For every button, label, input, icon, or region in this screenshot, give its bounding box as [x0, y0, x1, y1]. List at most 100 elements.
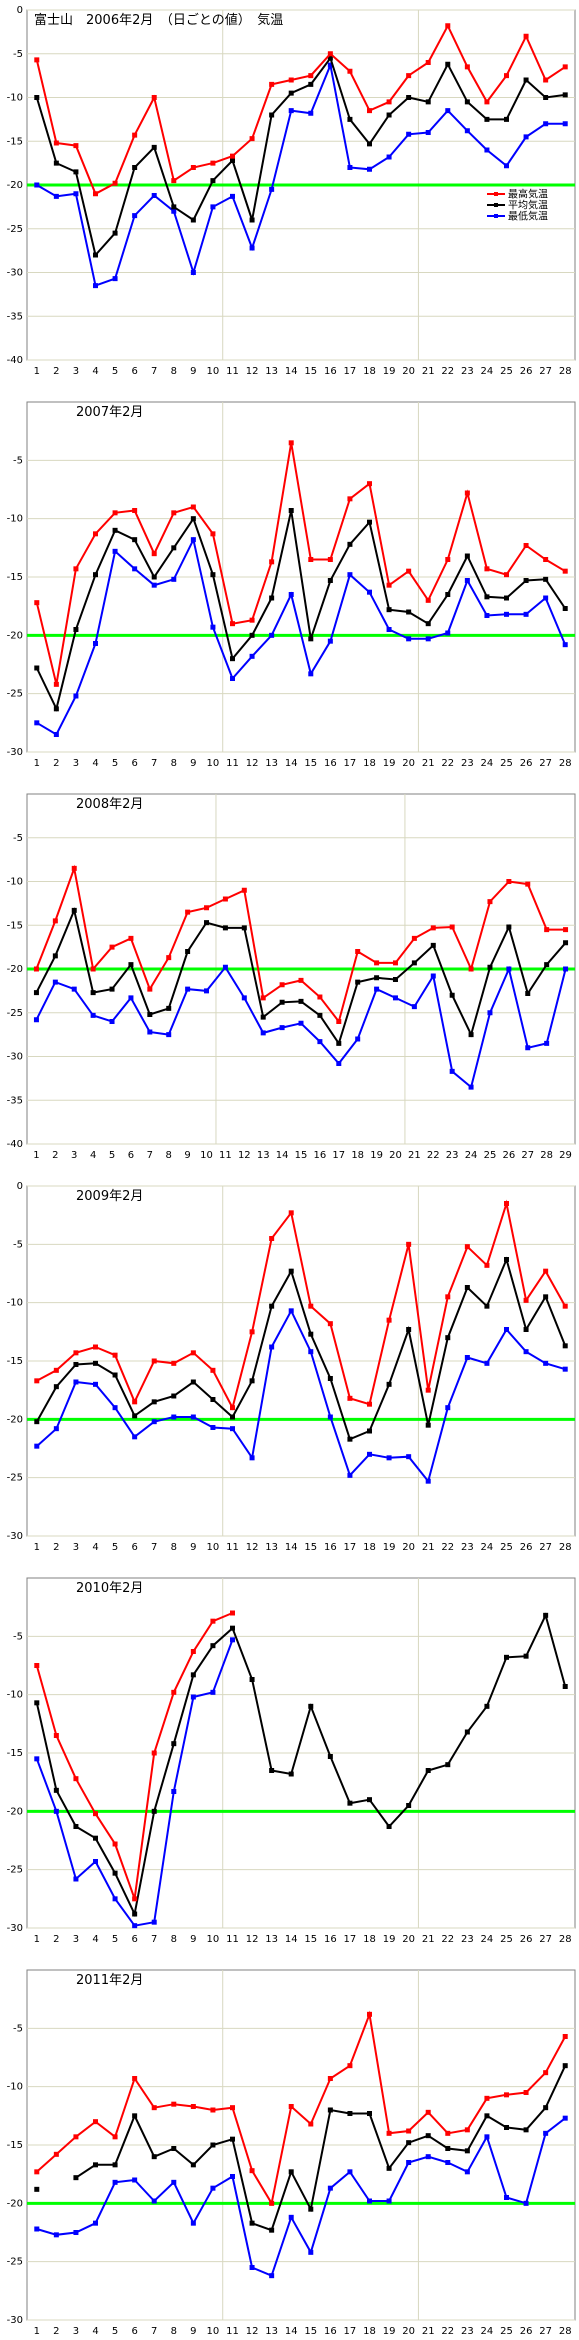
x-tick-label: 3 — [71, 1150, 77, 1161]
data-point — [562, 1343, 568, 1349]
data-point — [112, 510, 118, 516]
data-point — [190, 217, 196, 223]
data-point — [269, 1303, 275, 1309]
data-point — [53, 1733, 59, 1738]
data-point — [53, 1367, 59, 1373]
x-tick-label: 21 — [422, 2326, 435, 2337]
data-point — [230, 2136, 235, 2142]
data-point — [171, 1741, 177, 1747]
data-point — [406, 1454, 412, 1460]
x-tick-label: 28 — [559, 758, 572, 769]
data-point — [52, 953, 58, 959]
data-point — [406, 2160, 412, 2165]
x-tick-label: 3 — [73, 1934, 79, 1945]
series-min — [34, 536, 568, 737]
data-point — [392, 995, 398, 1001]
y-tick-label: -25 — [7, 224, 23, 235]
data-point — [33, 990, 39, 996]
x-tick-label: 26 — [520, 2326, 533, 2337]
data-point — [249, 217, 255, 223]
data-point — [523, 2090, 529, 2095]
data-point — [190, 2162, 196, 2168]
data-point — [464, 128, 470, 134]
data-point — [367, 1797, 372, 1803]
data-point — [73, 2230, 79, 2235]
data-point — [279, 999, 285, 1005]
data-point — [327, 1414, 333, 1420]
x-tick-label: 21 — [422, 1934, 435, 1945]
data-point — [249, 1329, 255, 1335]
legend-label: 最低気温 — [508, 210, 548, 223]
data-point — [190, 270, 196, 275]
x-tick-label: 1 — [34, 1934, 40, 1945]
data-point — [562, 64, 568, 70]
data-point — [484, 1360, 490, 1366]
data-point — [298, 998, 304, 1004]
x-tick-label: 9 — [190, 758, 196, 769]
data-point — [406, 73, 412, 79]
x-tick-label: 6 — [131, 1934, 137, 1945]
series-line — [36, 61, 566, 287]
data-point — [543, 595, 549, 601]
data-point — [230, 2105, 235, 2111]
data-point — [90, 990, 96, 996]
x-tick-label: 25 — [500, 1542, 513, 1553]
x-tick-label: 23 — [461, 758, 474, 769]
data-point — [525, 991, 531, 996]
x-tick-label: 7 — [151, 2326, 157, 2337]
data-point — [249, 245, 255, 251]
data-point — [464, 1729, 470, 1735]
data-point — [523, 134, 529, 140]
data-point — [308, 2206, 314, 2212]
data-point — [392, 977, 398, 982]
x-tick-label: 28 — [559, 366, 572, 377]
x-tick-label: 3 — [73, 366, 79, 377]
data-point — [425, 1478, 431, 1484]
data-point — [112, 230, 118, 236]
series-avg — [34, 2063, 568, 2233]
data-point — [327, 557, 333, 562]
series-line — [35, 510, 567, 712]
data-point — [132, 2113, 138, 2119]
data-point — [210, 572, 216, 578]
data-point — [185, 986, 191, 992]
x-tick-label: 25 — [500, 1934, 513, 1945]
data-point — [347, 1472, 353, 1478]
data-point — [487, 964, 493, 970]
data-point — [288, 1771, 294, 1777]
data-point — [132, 213, 138, 219]
data-point — [308, 2249, 314, 2255]
data-point — [171, 178, 177, 184]
series-max — [34, 2010, 568, 2207]
data-point — [128, 935, 134, 941]
x-tick-label: 22 — [441, 758, 454, 769]
x-tick-label: 15 — [295, 1150, 308, 1161]
data-point — [230, 1637, 235, 1643]
data-point — [151, 1358, 157, 1364]
data-point — [249, 2168, 255, 2174]
data-point — [112, 527, 118, 533]
data-point — [279, 1025, 285, 1031]
data-point — [151, 1399, 157, 1405]
data-point — [53, 1426, 59, 1432]
data-point — [445, 1335, 451, 1341]
data-point — [367, 141, 372, 147]
data-point — [112, 276, 118, 282]
data-point — [288, 440, 294, 446]
data-point — [523, 77, 529, 83]
data-point — [34, 1443, 40, 1449]
data-point — [53, 193, 59, 199]
data-point — [308, 557, 314, 562]
data-point — [327, 55, 333, 61]
x-tick-label: 10 — [207, 2326, 220, 2337]
data-point — [327, 2076, 333, 2081]
x-tick-label: 26 — [520, 1542, 533, 1553]
data-point — [504, 611, 509, 617]
data-point — [504, 1257, 509, 1262]
data-point — [204, 920, 210, 926]
x-tick-label: 13 — [265, 1542, 278, 1553]
x-tick-label: 22 — [427, 1150, 440, 1161]
data-point — [504, 116, 509, 122]
data-point — [523, 33, 529, 39]
data-point — [504, 1327, 509, 1332]
